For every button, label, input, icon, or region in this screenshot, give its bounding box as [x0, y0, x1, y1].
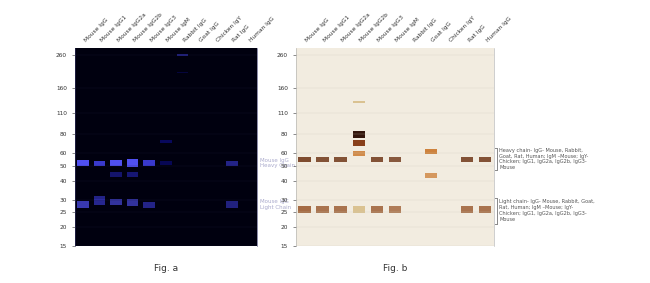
Text: Mouse IgG
Light Chain: Mouse IgG Light Chain [260, 199, 291, 210]
Text: Fig. b: Fig. b [383, 264, 407, 273]
Text: Mouse IgG
Heavy Chain: Mouse IgG Heavy Chain [260, 158, 295, 168]
Text: Fig. a: Fig. a [153, 264, 178, 273]
Text: Light chain- IgG- Mouse, Rabbit, Goat,
Rat, Human; IgM –Mouse; IgY-
Chicken; IgG: Light chain- IgG- Mouse, Rabbit, Goat, R… [499, 200, 595, 222]
Text: Heavy chain- IgG- Mouse, Rabbit,
Goat, Rat, Human; IgM –Mouse; IgY-
Chicken; IgG: Heavy chain- IgG- Mouse, Rabbit, Goat, R… [499, 148, 589, 170]
